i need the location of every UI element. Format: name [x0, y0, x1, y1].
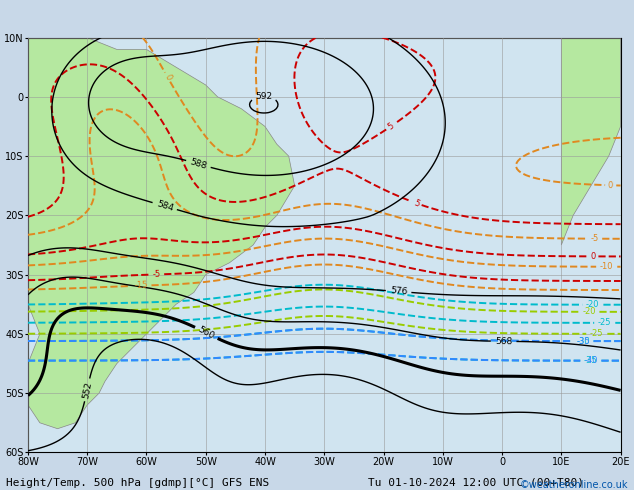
- Polygon shape: [561, 38, 621, 245]
- Text: -15: -15: [134, 281, 148, 291]
- Polygon shape: [28, 38, 295, 429]
- Text: -25: -25: [598, 318, 611, 327]
- Text: 0: 0: [590, 252, 595, 261]
- Text: 592: 592: [256, 92, 273, 101]
- Text: -10: -10: [600, 262, 614, 271]
- Text: Height/Temp. 500 hPa [gdmp][°C] GFS ENS: Height/Temp. 500 hPa [gdmp][°C] GFS ENS: [6, 478, 269, 488]
- Text: -5: -5: [591, 234, 599, 243]
- Text: ©weatheronline.co.uk: ©weatheronline.co.uk: [519, 480, 628, 490]
- Text: -20: -20: [586, 300, 600, 309]
- Text: -30: -30: [576, 337, 590, 345]
- Text: -20: -20: [582, 307, 595, 317]
- Text: 588: 588: [189, 157, 208, 171]
- Text: -35: -35: [584, 356, 598, 365]
- Text: 0: 0: [162, 73, 173, 82]
- Text: 0: 0: [608, 181, 614, 190]
- Text: -35: -35: [576, 337, 590, 345]
- Text: -5: -5: [153, 270, 161, 279]
- Text: 560: 560: [197, 325, 216, 341]
- Text: -40: -40: [584, 356, 598, 365]
- Text: 568: 568: [495, 337, 512, 346]
- Text: 5: 5: [412, 198, 420, 208]
- Text: 576: 576: [390, 286, 408, 297]
- Text: 552: 552: [81, 381, 93, 399]
- Text: Tu 01-10-2024 12:00 UTC (00+T80): Tu 01-10-2024 12:00 UTC (00+T80): [368, 478, 584, 488]
- Text: 584: 584: [155, 199, 174, 213]
- Text: 5: 5: [386, 122, 396, 132]
- Text: -25: -25: [590, 329, 604, 338]
